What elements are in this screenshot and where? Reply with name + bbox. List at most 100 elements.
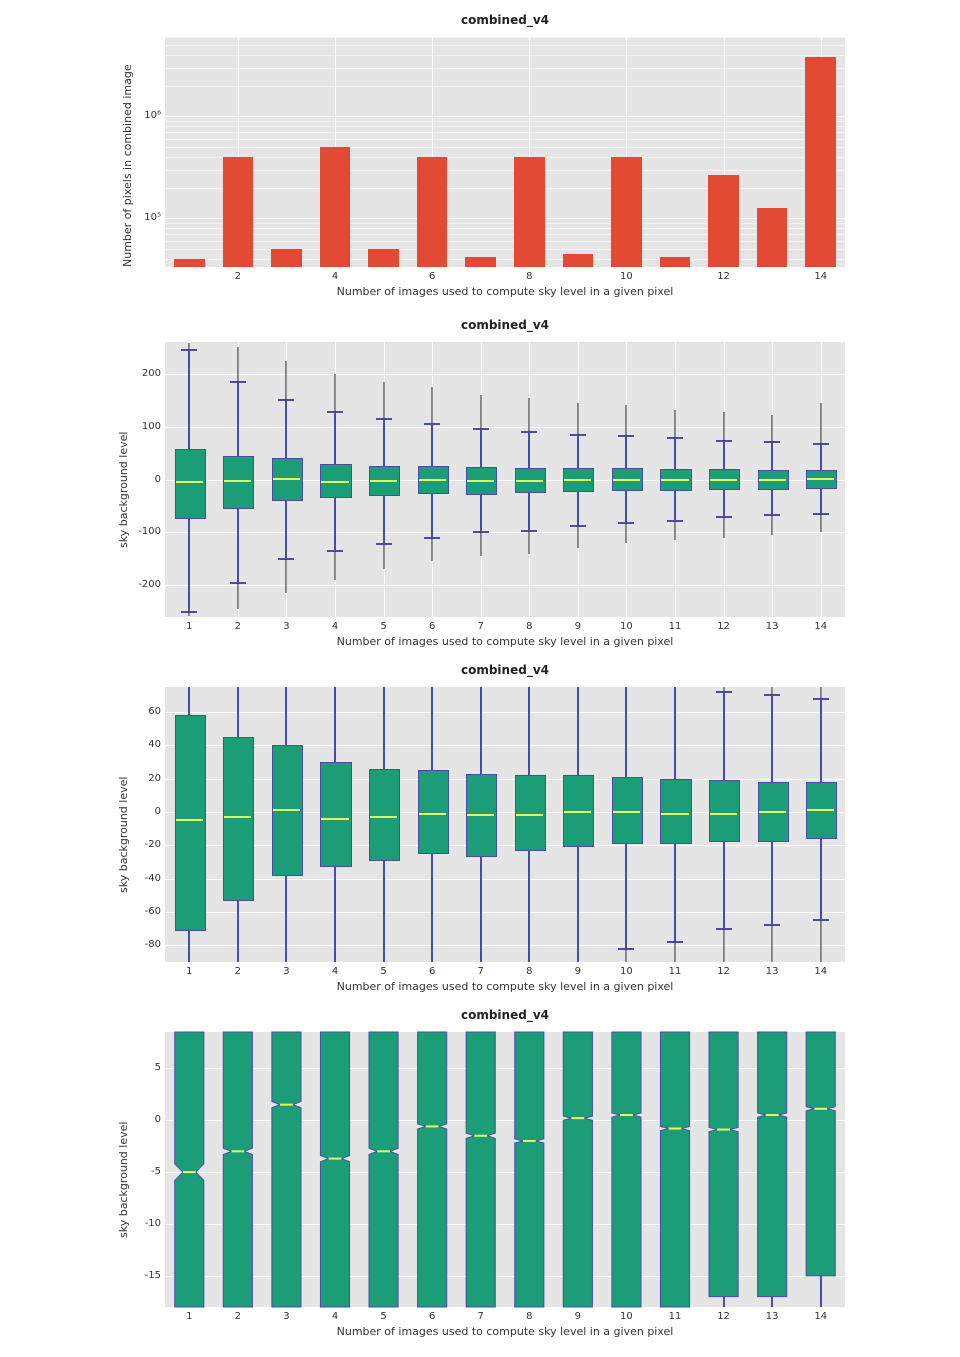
panel3-ygrid [165,879,845,880]
panel2-outliers [431,538,433,562]
panel4-ytick: -5 [125,1166,161,1178]
panel3-median [370,816,397,818]
panel4-xtick: 11 [663,1311,687,1323]
panel4-whisker [820,1032,822,1307]
panel1-yminor [165,147,845,148]
panel4-ygrid [165,1068,845,1069]
panel3-ygrid [165,812,845,813]
panel1-bar [660,257,691,267]
panel4-whisker [188,1032,190,1307]
panel3-ytick: -60 [125,906,161,918]
panel2-outliers [771,415,773,443]
panel2-outliers [577,526,579,548]
panel4-xtick: 14 [809,1311,833,1323]
panel2-median [564,479,591,481]
panel3-ytick: 40 [125,739,161,751]
panel3-xtick: 8 [517,966,541,978]
panel2-outliers [334,374,336,412]
panel1-bar [708,175,739,267]
panel2-median [419,479,446,481]
panel2-xlabel: Number of images used to compute sky lev… [165,635,845,649]
panel4-whisker [674,1032,676,1307]
panel1-yminor [165,121,845,122]
panel2-xtick: 9 [566,621,590,633]
panel4-xtick: 9 [566,1311,590,1323]
panel3-median [467,814,494,816]
panel2-outliers [237,347,239,381]
panel1-yminor [165,157,845,158]
panel1-bar [174,259,205,267]
panel4-ygrid [165,1276,845,1277]
panel3-ygrid [165,945,845,946]
panel3-xtick: 2 [226,966,250,978]
panel3-outliers [820,920,822,962]
panel3-median [759,811,786,813]
panel1-xtick: 2 [226,271,250,283]
panel1-yminor [165,139,845,140]
panel3-box [175,715,206,930]
panel3-xlabel: Number of images used to compute sky lev… [165,980,845,994]
panel2-median [759,479,786,481]
panel1-bar [757,208,788,267]
panel1-title: combined_v4 [165,13,845,29]
panel3-ytick: 20 [125,773,161,785]
panel1-ylabel: Number of pixels in combined image [121,64,134,267]
panel3-median [419,813,446,815]
panel3-ylabel: sky background level [117,777,130,893]
panel2-xtick: 3 [274,621,298,633]
panel2-xtick: 13 [760,621,784,633]
panel2-median [273,478,300,480]
panel3-ytick: -40 [125,873,161,885]
panel4-xtick: 1 [177,1311,201,1323]
panel2-ytick: 200 [125,368,161,380]
panel2-ygrid [165,532,845,533]
panel2-outliers [237,583,239,609]
panel3-xtick: 7 [469,966,493,978]
panel3-xtick: 10 [614,966,638,978]
panel1-ygrid [165,116,845,117]
panel3-plot [165,687,845,962]
panel3-ytick: 0 [125,806,161,818]
panel4-whisker [723,1032,725,1307]
panel1-xtick: 12 [712,271,736,283]
panel3-median [710,813,737,815]
panel3-xtick: 14 [809,966,833,978]
panel4-xtick: 6 [420,1311,444,1323]
panel3-xtick: 4 [323,966,347,978]
panel2-outliers [674,521,676,541]
panel4-xtick: 8 [517,1311,541,1323]
panel3-ygrid [165,912,845,913]
panel3-xtick: 5 [372,966,396,978]
panel3-xtick: 3 [274,966,298,978]
panel4-ytick: -10 [125,1218,161,1230]
panel4-xtick: 4 [323,1311,347,1323]
panel3-median [516,814,543,816]
panel2-median [467,480,494,482]
panel1-yminor [165,55,845,56]
panel1-yminor [165,86,845,87]
panel4-xtick: 5 [372,1311,396,1323]
panel4-ygrid [165,1172,845,1173]
panel4-xtick: 7 [469,1311,493,1323]
panel1-yminor [165,188,845,189]
panel2-outliers [188,343,190,350]
panel4-title: combined_v4 [165,1008,845,1024]
panel3-box [660,779,691,844]
panel4-whisker [771,1032,773,1307]
panel4-whisker [577,1032,579,1307]
panel2-ytick: -100 [125,526,161,538]
panel2-outliers [383,382,385,419]
panel3-median [176,819,203,821]
panel2-outliers [188,612,190,616]
panel4-xtick: 2 [226,1311,250,1323]
panel3-box [369,769,400,861]
panel1-xtick: 14 [809,271,833,283]
panel1-yminor [165,170,845,171]
panel3-box [709,780,740,842]
panel3-xtick: 6 [420,966,444,978]
panel2-ylabel: sky background level [117,432,130,548]
panel2-xtick: 7 [469,621,493,633]
panel1-xtick: 8 [517,271,541,283]
panel4-whisker [528,1032,530,1307]
panel1-xtick: 4 [323,271,347,283]
